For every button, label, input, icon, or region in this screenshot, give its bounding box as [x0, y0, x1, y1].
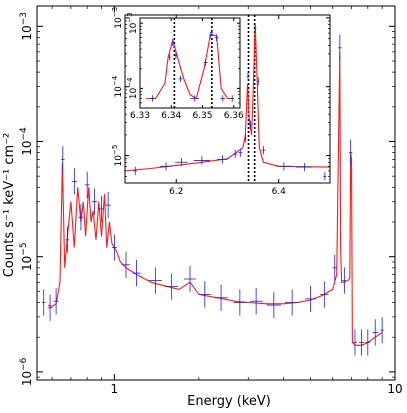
main-model-curve — [47, 51, 383, 346]
subinset-y-tick-label: 10−4 — [126, 77, 139, 99]
inset-y-tick-label: 10−5 — [111, 145, 124, 167]
main-x-tick-label: 1 — [111, 382, 119, 396]
y-axis-label: Counts s⁻¹ keV⁻¹ cm⁻² — [2, 133, 17, 278]
main-y-tick-label: 10−4 — [19, 127, 34, 156]
inset-frame — [124, 14, 331, 184]
inset-x-tick-label: 6.4 — [272, 187, 287, 197]
subinset-plot: 6.33 6.34 6.35 6.36 10−4 10−3 — [126, 12, 244, 121]
subinset-x-tick-label: 6.35 — [192, 111, 212, 121]
inset-y-tick-label: 10−4 — [111, 75, 124, 97]
subinset-x-tick-label: 6.36 — [224, 111, 244, 121]
subinset-x-tick-label: 6.34 — [161, 111, 181, 121]
subinset-model-curve — [146, 34, 234, 100]
main-y-tick-label: 10−5 — [19, 242, 34, 271]
inset-model-curve — [125, 24, 330, 172]
main-x-tick-label: 10 — [387, 382, 402, 396]
x-axis-label: Energy (keV) — [187, 394, 271, 409]
subinset-frame — [139, 17, 241, 109]
main-y-tick-label: 10−6 — [19, 357, 34, 386]
inset-x-tick-label: 6.2 — [169, 187, 183, 197]
subinset-y-tick-label: 10−3 — [126, 12, 139, 34]
main-y-tick-label: 10−3 — [19, 12, 34, 41]
subinset-background — [140, 18, 240, 108]
subinset-x-tick-label: 6.33 — [130, 111, 150, 121]
inset-y-tick-label: 10−3 — [111, 7, 124, 29]
main-frame — [36, 5, 396, 381]
